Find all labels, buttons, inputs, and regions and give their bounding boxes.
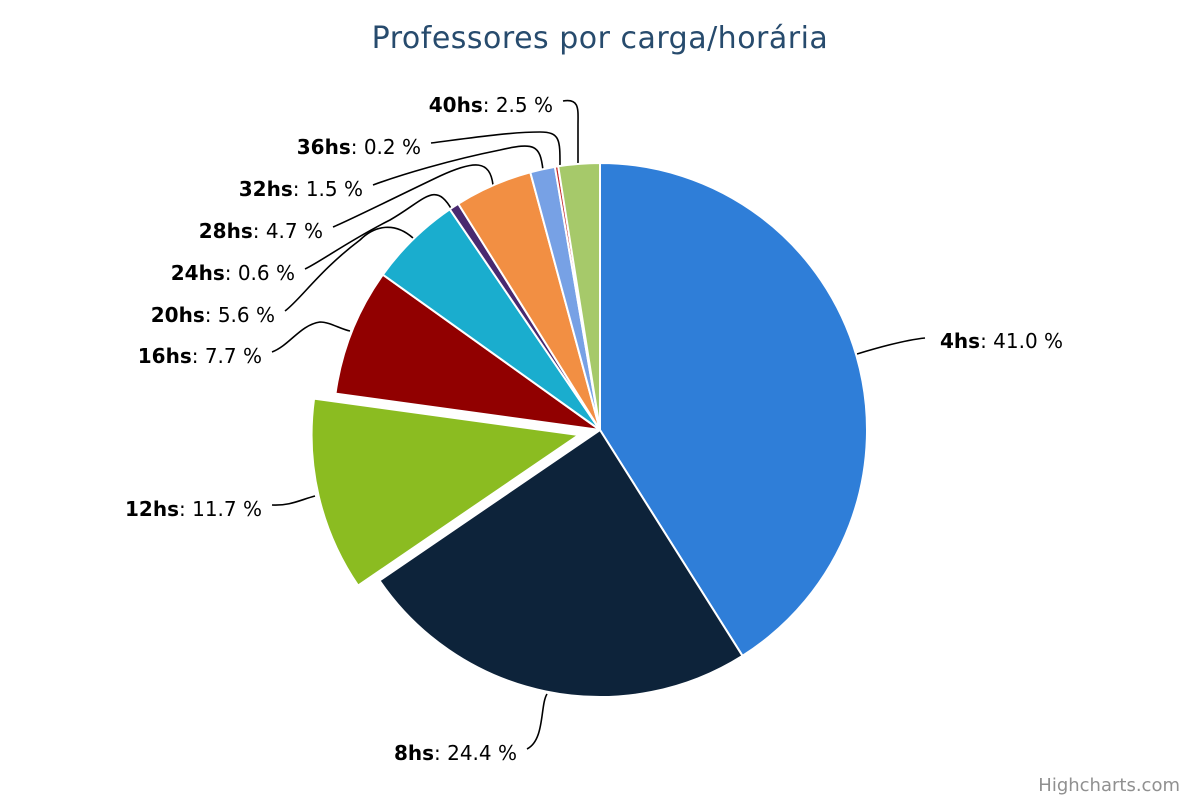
data-label-value: : 24.4 %	[434, 741, 517, 765]
data-label-4hs: 4hs: 41.0 %	[940, 329, 1063, 353]
data-label-value: : 11.7 %	[179, 497, 262, 521]
data-label-28hs: 28hs: 4.7 %	[199, 219, 323, 243]
chart-title: Professores por carga/horária	[372, 21, 829, 56]
connector-line-16hs	[271, 321, 351, 353]
data-label-name: 24hs	[171, 261, 225, 285]
data-label-name: 28hs	[199, 219, 253, 243]
data-label-name: 32hs	[239, 177, 293, 201]
data-label-value: : 4.7 %	[253, 219, 323, 243]
connector-line-36hs	[430, 131, 561, 166]
data-label-32hs: 32hs: 1.5 %	[239, 177, 363, 201]
data-label-name: 36hs	[297, 135, 351, 159]
data-label-value: : 2.5 %	[483, 93, 553, 117]
pie-slice-8hs[interactable]	[378, 429, 744, 698]
data-label-name: 20hs	[151, 303, 205, 327]
connector-line-40hs	[562, 99, 579, 163]
data-label-name: 12hs	[125, 497, 179, 521]
connector-line-28hs	[332, 164, 494, 228]
data-label-value: : 5.6 %	[205, 303, 275, 327]
data-label-name: 8hs	[394, 741, 434, 765]
pie-slices	[310, 162, 868, 698]
data-label-8hs: 8hs: 24.4 %	[394, 741, 517, 765]
credits-link[interactable]: Highcharts.com	[1038, 775, 1180, 796]
data-label-value: : 0.2 %	[351, 135, 421, 159]
data-label-value: : 1.5 %	[293, 177, 363, 201]
connector-line-12hs	[271, 495, 316, 506]
data-label-value: : 0.6 %	[225, 261, 295, 285]
data-label-20hs: 20hs: 5.6 %	[151, 303, 275, 327]
pie-slice-16hs[interactable]	[334, 273, 601, 431]
data-label-40hs: 40hs: 2.5 %	[429, 93, 553, 117]
data-label-24hs: 24hs: 0.6 %	[171, 261, 295, 285]
data-label-12hs: 12hs: 11.7 %	[125, 497, 262, 521]
pie-slice-12hs[interactable]	[310, 397, 580, 587]
slice-labels: 4hs: 41.0 %8hs: 24.4 %12hs: 11.7 %16hs: …	[125, 93, 1063, 765]
data-label-36hs: 36hs: 0.2 %	[297, 135, 421, 159]
connector-line-8hs	[526, 693, 548, 750]
connector-line-4hs	[856, 337, 926, 355]
pie-slice-40hs[interactable]	[557, 162, 601, 431]
data-label-16hs: 16hs: 7.7 %	[138, 344, 262, 368]
data-label-value: : 41.0 %	[980, 329, 1063, 353]
connector-line-20hs	[284, 226, 414, 312]
connector-line-32hs	[372, 145, 544, 186]
data-label-value: : 7.7 %	[192, 344, 262, 368]
data-label-name: 16hs	[138, 344, 192, 368]
pie-slice-4hs[interactable]	[599, 162, 868, 657]
data-label-name: 40hs	[429, 93, 483, 117]
connector-lines	[271, 99, 926, 750]
connector-line-24hs	[304, 194, 453, 270]
data-label-name: 4hs	[940, 329, 980, 353]
